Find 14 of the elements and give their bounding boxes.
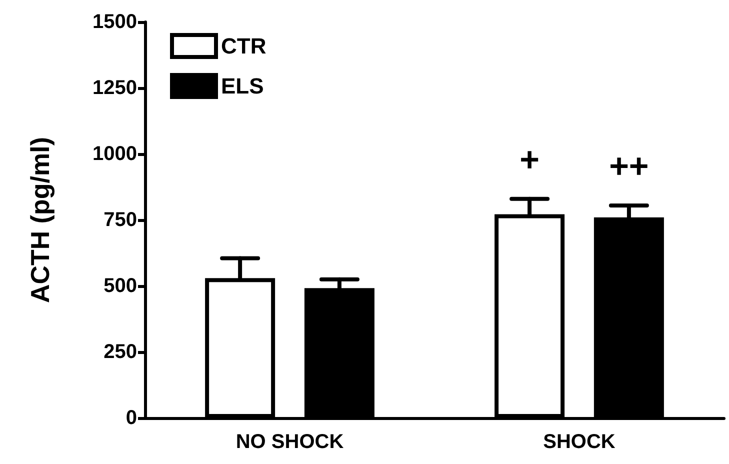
y-tick-label: 1000	[92, 143, 137, 165]
legend-label: CTR	[221, 34, 266, 58]
x-tick-label: NO SHOCK	[236, 431, 344, 453]
y-tick-label: 1250	[92, 77, 137, 99]
y-tick-label: 500	[104, 275, 137, 297]
annotation: ++	[609, 147, 649, 186]
y-tick-label: 1500	[92, 11, 137, 33]
y-axis-title: ACTH (pg/ml)	[25, 136, 55, 304]
y-tick-label: 250	[104, 341, 137, 363]
legend-label: ELS	[221, 74, 264, 98]
y-tick-label: 0	[126, 407, 137, 429]
y-tick-label: 750	[104, 209, 137, 231]
annotation: +	[520, 140, 540, 179]
x-tick-label: SHOCK	[543, 431, 616, 453]
